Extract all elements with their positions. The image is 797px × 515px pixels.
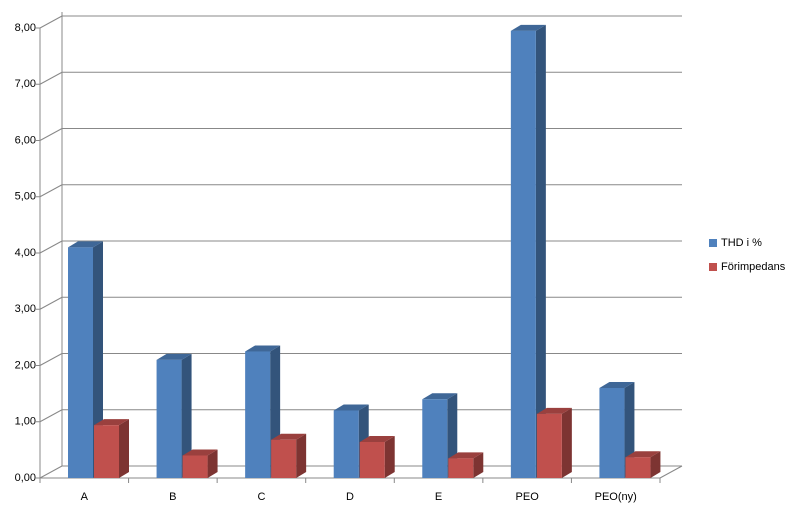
bar bbox=[333, 410, 359, 478]
bar-top bbox=[156, 353, 192, 360]
bar bbox=[599, 388, 625, 478]
bar-side bbox=[384, 436, 395, 478]
y-tick-label: 4,00 bbox=[15, 247, 36, 259]
bar-top bbox=[359, 436, 395, 442]
grid-line bbox=[39, 296, 63, 310]
bar bbox=[536, 413, 562, 478]
legend-label: Förimpedans bbox=[721, 261, 786, 273]
bar-side bbox=[181, 353, 192, 478]
floor-edge bbox=[659, 465, 683, 479]
bar-side bbox=[535, 24, 546, 478]
grid-line bbox=[39, 353, 63, 366]
y-tick-label: 6,00 bbox=[15, 134, 36, 146]
grid-line bbox=[39, 128, 63, 141]
x-tick-label: C bbox=[257, 491, 265, 503]
bar bbox=[422, 399, 448, 478]
y-tick-label: 1,00 bbox=[15, 416, 36, 428]
bar-top bbox=[333, 404, 369, 411]
grid-line bbox=[39, 15, 63, 29]
grid-line bbox=[39, 465, 63, 479]
legend-label: THD i % bbox=[721, 237, 762, 249]
bar-top bbox=[68, 241, 103, 248]
legend-swatch bbox=[709, 263, 717, 271]
bar-side bbox=[207, 449, 218, 478]
bar bbox=[359, 442, 385, 478]
x-tick-label: PEO(ny) bbox=[595, 491, 637, 503]
y-tick-label: 2,00 bbox=[15, 359, 36, 371]
bar-side bbox=[561, 407, 572, 478]
bar bbox=[245, 351, 271, 478]
bar-side bbox=[650, 451, 661, 478]
bar-top bbox=[448, 452, 484, 459]
x-tick-label: PEO bbox=[516, 491, 540, 503]
bar bbox=[510, 30, 536, 478]
y-tick-label: 0,00 bbox=[15, 472, 36, 484]
x-tick-label: A bbox=[81, 491, 89, 503]
y-tick-label: 7,00 bbox=[15, 78, 36, 90]
bar-top bbox=[245, 345, 281, 352]
grid-line bbox=[39, 184, 63, 198]
x-tick-label: E bbox=[435, 491, 442, 503]
y-tick-label: 3,00 bbox=[15, 303, 36, 315]
bar-top bbox=[599, 382, 635, 388]
legend-swatch bbox=[709, 239, 717, 247]
x-tick-label: D bbox=[346, 491, 354, 503]
bar bbox=[94, 425, 119, 478]
x-tick-label: B bbox=[169, 491, 176, 503]
bar-top bbox=[94, 419, 129, 426]
bar-top bbox=[182, 449, 218, 456]
bar-side bbox=[473, 452, 484, 478]
bar-top bbox=[422, 393, 458, 400]
bar bbox=[625, 457, 651, 478]
y-tick-label: 5,00 bbox=[15, 191, 36, 203]
bar-top bbox=[625, 451, 661, 458]
bar bbox=[156, 359, 182, 478]
bar bbox=[271, 439, 297, 478]
y-tick-label: 8,00 bbox=[15, 22, 36, 34]
bar bbox=[182, 455, 208, 478]
grid-line bbox=[39, 71, 63, 85]
bar-top bbox=[271, 433, 307, 440]
bar bbox=[448, 458, 474, 478]
bar-side bbox=[119, 419, 129, 478]
grid-line bbox=[39, 409, 63, 423]
bar bbox=[68, 247, 93, 478]
bar-side bbox=[93, 241, 103, 478]
bar-side bbox=[296, 433, 307, 478]
grid-line bbox=[39, 240, 63, 254]
bar-top bbox=[536, 407, 572, 414]
bar-top bbox=[510, 24, 546, 31]
